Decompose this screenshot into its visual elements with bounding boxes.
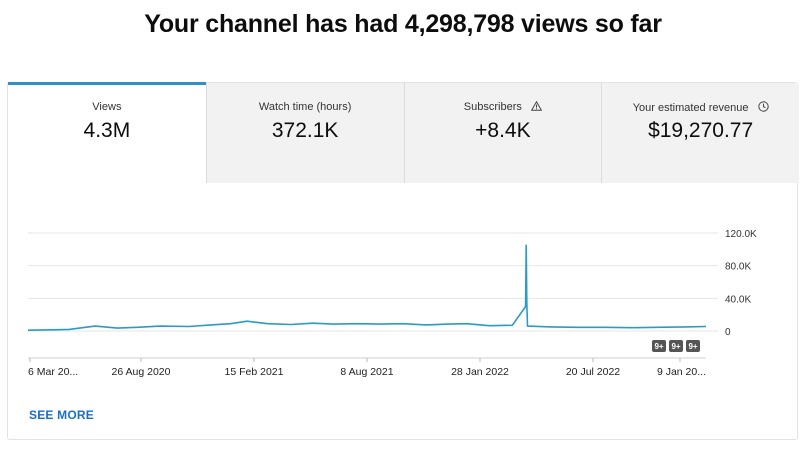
- see-more-link[interactable]: SEE MORE: [29, 408, 94, 422]
- annotation-marker: [686, 340, 700, 352]
- x-tick-label: 9 Jan 20...: [657, 366, 706, 378]
- annotation-marker: [652, 340, 666, 352]
- tab-label: Subscribers: [405, 100, 602, 114]
- tab-label: Your estimated revenue: [602, 101, 799, 115]
- tab-value: +8.4K: [475, 119, 531, 142]
- tab-watch-time[interactable]: Watch time (hours) 372.1K: [205, 83, 404, 183]
- x-tick-label: 8 Aug 2021: [340, 366, 393, 378]
- tab-revenue[interactable]: Your estimated revenue $19,270.77: [601, 83, 799, 183]
- x-tick-label: 26 Aug 2020: [112, 366, 171, 378]
- tab-value: 372.1K: [271, 119, 339, 142]
- annotation-marker-label: 9+: [671, 342, 680, 351]
- warning-icon[interactable]: [530, 100, 543, 114]
- tab-label: Views: [92, 101, 122, 113]
- tab-value: 4.3M: [83, 119, 131, 142]
- annotation-marker-label: 9+: [688, 342, 697, 351]
- x-tick-label: 28 Jan 2022: [451, 366, 509, 378]
- tab-value: $19,270.77: [648, 119, 754, 142]
- y-tick-label: 40.0K: [725, 294, 751, 305]
- tab-subscribers[interactable]: Subscribers +8.4K: [403, 83, 602, 183]
- clock-icon[interactable]: [757, 101, 769, 115]
- y-tick-label: 120.0K: [725, 229, 757, 240]
- tab-label: Watch time (hours): [258, 101, 352, 113]
- y-tick-label: 0: [725, 327, 731, 338]
- annotation-marker: [669, 340, 683, 352]
- annotation-marker-label: 9+: [654, 342, 663, 351]
- x-tick-label: 6 Mar 20...: [28, 366, 78, 378]
- tab-views[interactable]: Views 4.3M: [8, 82, 206, 183]
- page-headline: Your channel has had 4,298,798 views so …: [144, 10, 662, 38]
- line-chart: 120.0K 80.0K 40.0K 0 6 Mar 20... 26 Aug 2020 1…: [27, 229, 757, 378]
- x-tick-label: 20 Jul 2022: [566, 366, 620, 378]
- views-line: [27, 244, 707, 331]
- y-tick-label: 80.0K: [725, 262, 751, 273]
- x-tick-label: 15 Feb 2021: [225, 366, 284, 378]
- analytics-card: Views 4.3M Watch time (hours) 372.1K Sub…: [7, 82, 799, 440]
- metric-tabs: Views 4.3M Watch time (hours) 372.1K Sub…: [8, 82, 799, 183]
- views-chart: 120.0K 80.0K 40.0K 0 6 Mar 20... 26 Aug 2020 1…: [8, 183, 799, 383]
